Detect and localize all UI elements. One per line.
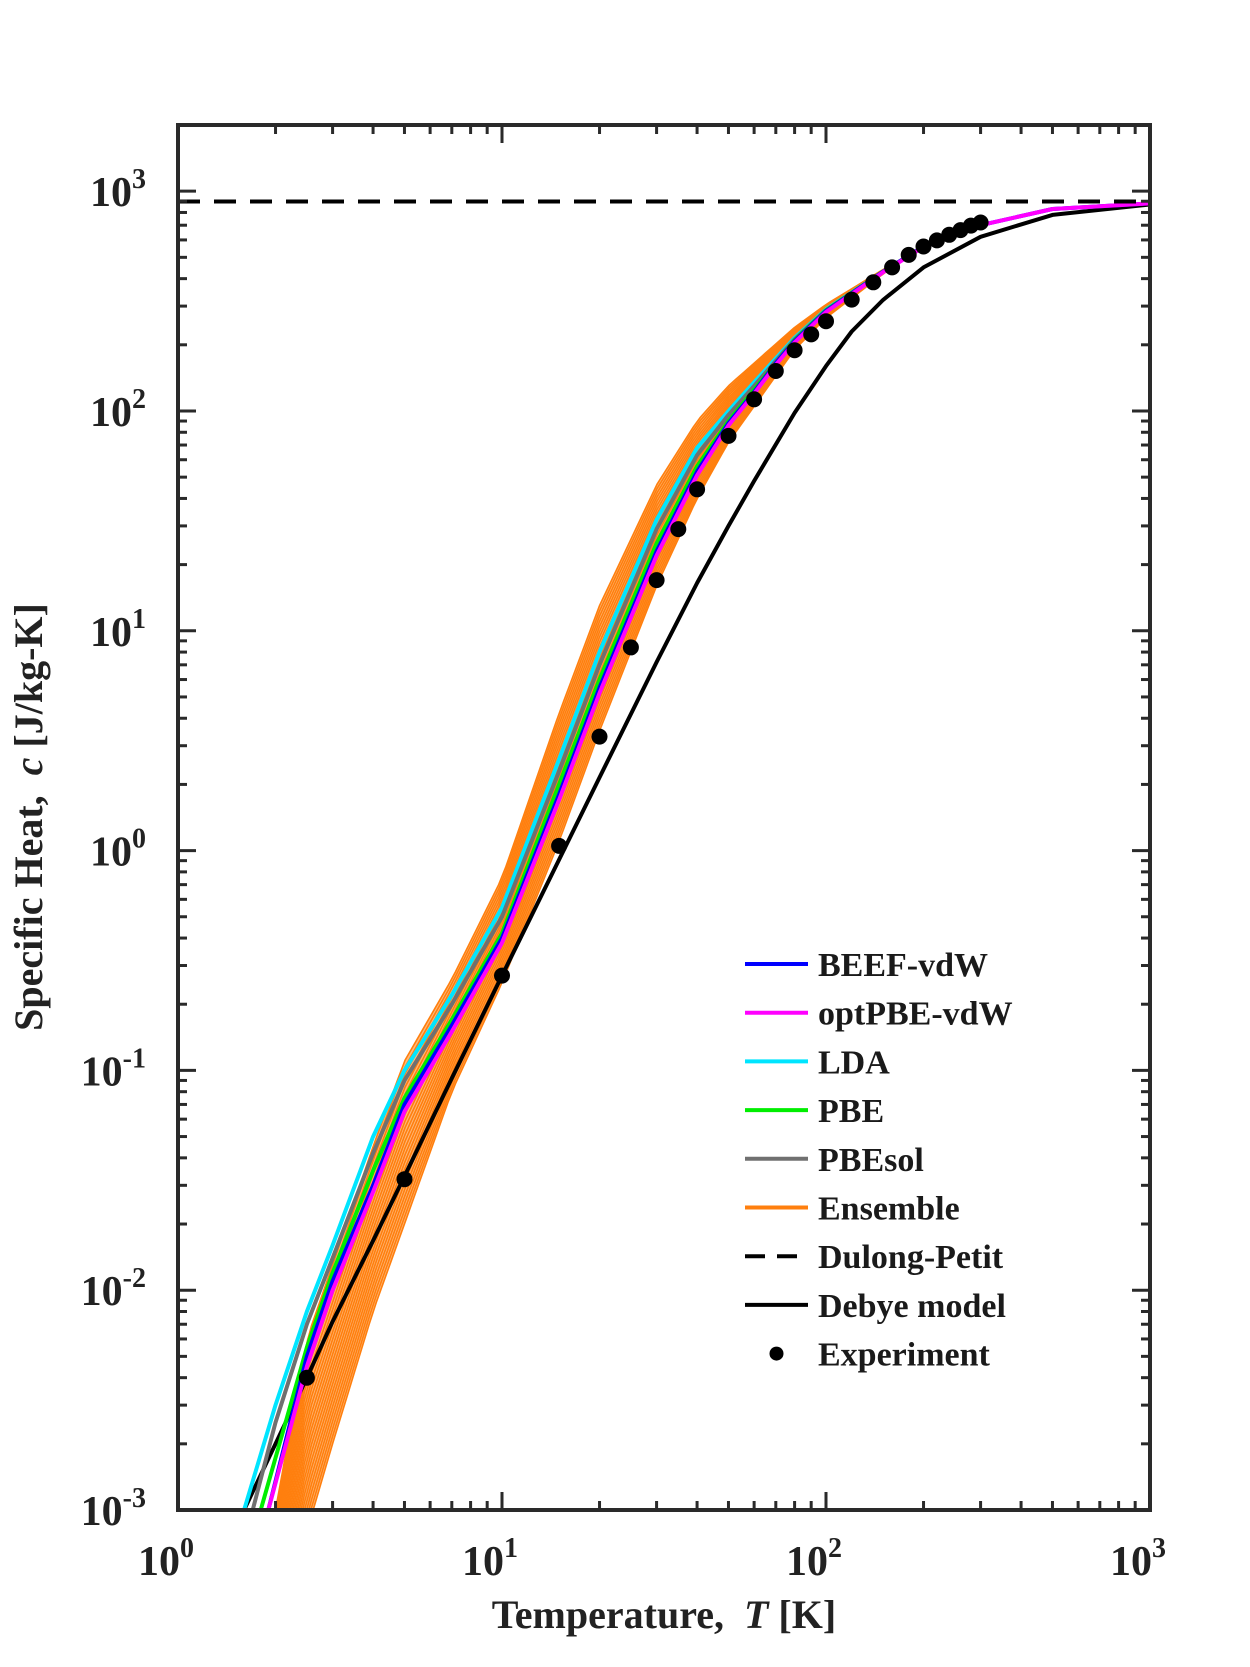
y-tick-label: 102 — [90, 384, 146, 436]
x-tick-label-exp: 1 — [504, 1533, 518, 1564]
x-tick-label-exp: 2 — [828, 1533, 842, 1564]
experiment-point — [670, 521, 687, 538]
experiment-point — [803, 326, 820, 343]
x-tick-label-base: 10 — [462, 1539, 504, 1585]
experiment-point — [843, 291, 860, 308]
experiment-point — [720, 427, 737, 444]
legend-label-lda: LDA — [818, 1044, 890, 1081]
experiment-point — [591, 728, 608, 745]
y-tick-label-base: 10 — [90, 170, 132, 216]
legend-label-pbe: PBE — [818, 1093, 884, 1130]
y-tick-label-base: 10 — [81, 1049, 123, 1095]
x-tick-label: 102 — [786, 1533, 842, 1585]
x-tick-label: 100 — [138, 1533, 194, 1585]
plot-frame — [176, 123, 1152, 1512]
y-tick-label-exp: -3 — [123, 1483, 146, 1514]
y-tick-label: 100 — [90, 824, 146, 876]
experiment-point — [915, 238, 932, 255]
experiment-point — [689, 481, 706, 498]
x-axis-label: Temperature, T [K] — [492, 1592, 836, 1637]
experiment-point — [551, 837, 568, 854]
y-tick-label: 101 — [90, 604, 146, 656]
y-tick-label: 10-2 — [81, 1263, 146, 1315]
y-tick-label-exp: 1 — [132, 604, 146, 635]
legend-label-experiment: Experiment — [818, 1337, 991, 1374]
experiment-point — [884, 259, 901, 276]
y-tick-label-base: 10 — [90, 610, 132, 656]
legend-label-pbesol: PBEsol — [818, 1142, 924, 1179]
experiment-point — [298, 1369, 315, 1386]
x-tick-label-base: 10 — [1110, 1539, 1152, 1585]
x-tick-label: 101 — [462, 1533, 518, 1585]
experiment-point — [767, 363, 784, 379]
y-tick-label: 10-3 — [81, 1483, 146, 1535]
x-tick-label-base: 10 — [138, 1539, 180, 1585]
plot-area — [178, 199, 1150, 1510]
y-tick-label-base: 10 — [90, 830, 132, 876]
y-tick-label-exp: -2 — [123, 1263, 146, 1294]
legend-label-debye-model: Debye model — [818, 1288, 1006, 1325]
x-tick-label: 103 — [1110, 1533, 1166, 1585]
y-tick-label: 10-1 — [81, 1043, 146, 1095]
x-tick-label-base: 10 — [786, 1539, 828, 1585]
experiment-point — [972, 214, 989, 231]
y-tick-label: 103 — [90, 164, 146, 216]
legend-label-optpbe-vdw: optPBE-vdW — [818, 996, 1013, 1033]
y-axis-label: Specific Heat,c[J/kg-K] — [6, 603, 51, 1031]
x-tick-label-exp: 3 — [1152, 1533, 1166, 1564]
experiment-point — [494, 967, 510, 984]
experiment-point — [818, 313, 834, 330]
legend-label-dulong-petit: Dulong-Petit — [818, 1239, 1004, 1276]
y-tick-label-base: 10 — [90, 390, 132, 436]
experiment-point — [746, 391, 763, 408]
debye-model-line — [242, 202, 1150, 1510]
experiment-point — [865, 274, 882, 291]
experiment-point — [648, 572, 665, 589]
y-tick-label-base: 10 — [81, 1269, 123, 1315]
legend-label-beef-vdw: BEEF-vdW — [818, 947, 988, 984]
experiment-point — [900, 246, 917, 263]
experiment-point — [396, 1171, 413, 1188]
legend-label-ensemble: Ensemble — [818, 1191, 960, 1228]
legend: BEEF-vdW optPBE-vdW LDA PBE PBEsol Ensemble Du… — [745, 947, 1013, 1374]
experiment-point — [928, 232, 945, 249]
legend-swatch-experiment — [769, 1346, 784, 1361]
y-tick-label-exp: -1 — [123, 1043, 146, 1074]
experiment-point — [622, 639, 639, 656]
y-tick-label-exp: 0 — [132, 824, 146, 855]
y-tick-label-exp: 2 — [132, 384, 146, 415]
y-tick-label-exp: 3 — [132, 164, 146, 195]
x-tick-label-exp: 0 — [180, 1533, 194, 1564]
y-tick-label-base: 10 — [81, 1489, 123, 1535]
experiment-point — [786, 342, 803, 359]
